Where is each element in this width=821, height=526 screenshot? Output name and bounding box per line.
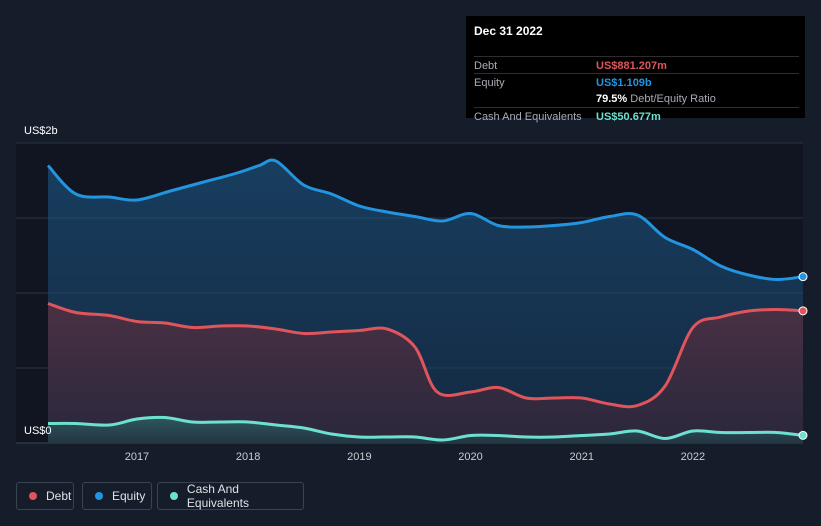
debt-line xyxy=(47,302,804,409)
legend-cash-toggle[interactable]: Cash And Equivalents xyxy=(157,482,304,510)
x-tick-label-2019: 2019 xyxy=(347,451,371,463)
x-tick-label-2020: 2020 xyxy=(458,451,482,463)
x-axis-ticks: 2017 2018 2019 2020 2021 2022 xyxy=(125,451,705,463)
x-tick-label-2021: 2021 xyxy=(569,451,593,463)
cash-legend-dot-icon xyxy=(170,492,178,500)
tooltip-equity-value: US$1.109b xyxy=(596,77,652,89)
equity-legend-dot-icon xyxy=(95,492,103,500)
data-tooltip: Dec 31 2022 Debt US$881.207m Equity US$1… xyxy=(466,16,805,123)
tooltip-cash-row: Cash And Equivalents US$50.677m xyxy=(474,107,799,125)
equity-end-marker[interactable] xyxy=(798,272,808,282)
tooltip-debt-label: Debt xyxy=(474,60,498,72)
tooltip-cash-label: Cash And Equivalents xyxy=(474,111,582,123)
tooltip-ratio-value: 79.5% xyxy=(596,93,628,105)
legend-equity-label: Equity xyxy=(112,489,146,503)
y-axis-bottom-label: US$0 xyxy=(24,425,52,437)
debt-end-marker[interactable] xyxy=(798,306,808,316)
debt-legend-dot-icon xyxy=(29,492,37,500)
x-tick-label-2022: 2022 xyxy=(681,451,705,463)
x-tick-label-2018: 2018 xyxy=(236,451,260,463)
x-tick-label-2017: 2017 xyxy=(125,451,149,463)
tooltip-debt-row: Debt US$881.207m xyxy=(474,56,799,74)
tooltip-ratio-row: 79.5% Debt/Equity Ratio xyxy=(474,90,799,107)
tooltip-ratio-label: Debt/Equity Ratio xyxy=(630,93,716,105)
tooltip-equity-row: Equity US$1.109b xyxy=(474,73,799,91)
y-axis-top-label: US$2b xyxy=(24,125,58,137)
cash-area xyxy=(48,417,803,443)
legend-debt-label: Debt xyxy=(46,489,72,503)
cash-end-marker[interactable] xyxy=(798,430,808,440)
tooltip-debt-value: US$881.207m xyxy=(596,60,667,72)
tooltip-cash-value: US$50.677m xyxy=(596,111,661,123)
equity-line xyxy=(46,158,804,282)
legend-equity-toggle[interactable]: Equity xyxy=(82,482,152,510)
cash-line xyxy=(47,415,804,442)
legend-debt-toggle[interactable]: Debt xyxy=(16,482,74,510)
tooltip-date: Dec 31 2022 xyxy=(474,24,543,38)
legend-cash-label: Cash And Equivalents xyxy=(186,482,249,510)
tooltip-equity-label: Equity xyxy=(474,77,505,89)
